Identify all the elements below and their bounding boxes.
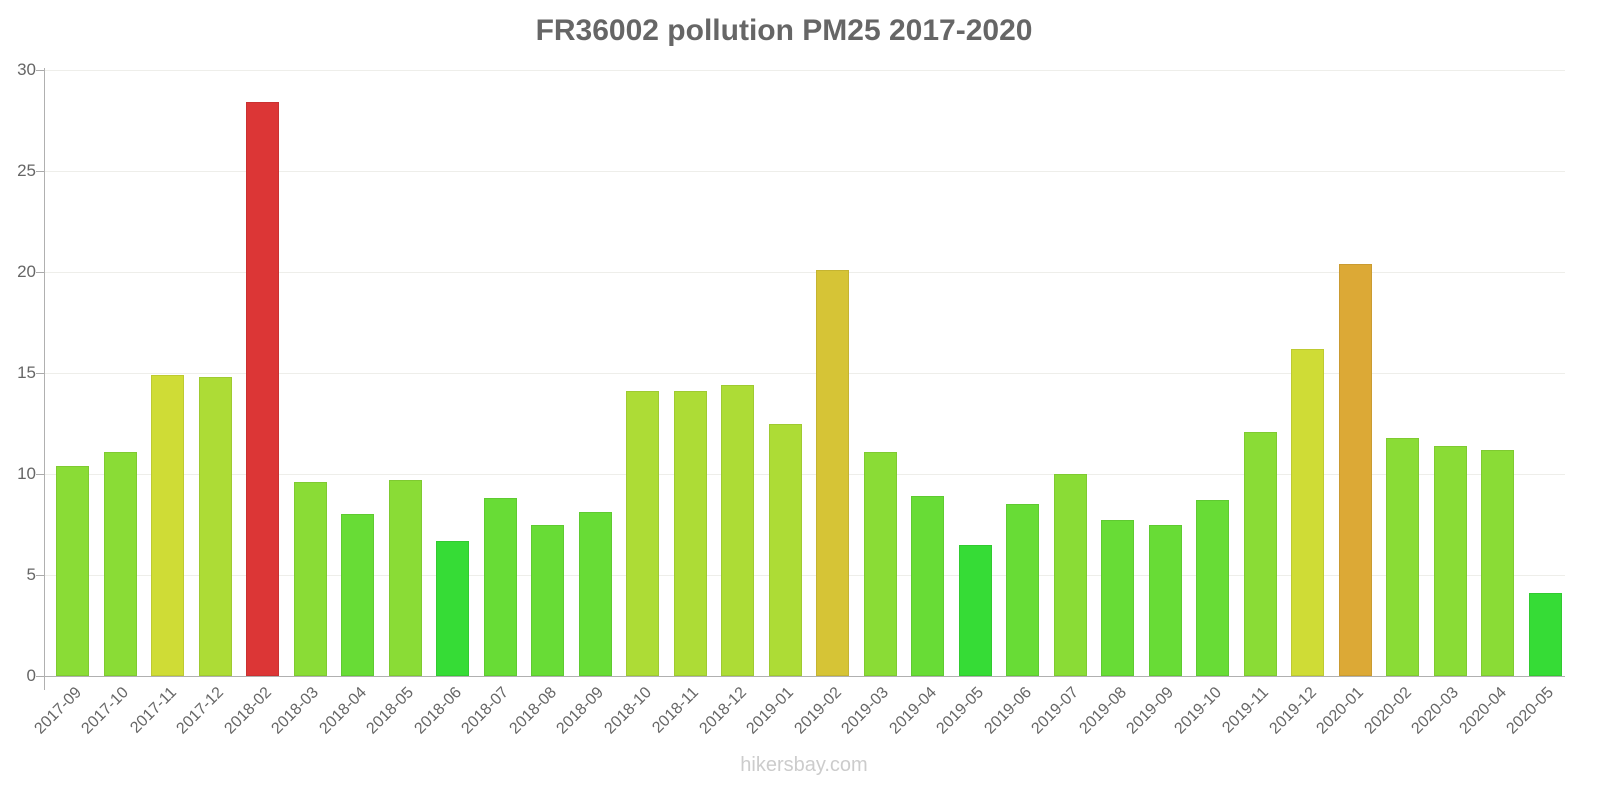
bar-2019-06[interactable] <box>1006 504 1040 676</box>
y-tick-mark <box>36 474 44 475</box>
bar-2019-07[interactable] <box>1053 474 1087 676</box>
bar-2018-11[interactable] <box>673 391 707 676</box>
y-tick-mark <box>36 272 44 273</box>
bar-2020-03[interactable] <box>1433 445 1467 676</box>
y-tick-label: 15 <box>17 363 36 382</box>
y-tick-mark <box>36 70 44 71</box>
bar-2019-03[interactable] <box>863 451 897 676</box>
x-axis-line <box>44 676 1565 677</box>
bar-2020-02[interactable] <box>1386 437 1420 676</box>
bar-2019-02[interactable] <box>816 269 850 676</box>
gridline <box>45 575 1565 576</box>
y-tick-mark <box>36 575 44 576</box>
bar-2017-12[interactable] <box>198 377 232 676</box>
bar-2018-12[interactable] <box>721 385 755 676</box>
bar-2018-06[interactable] <box>436 540 470 676</box>
y-tick-mark <box>36 676 44 677</box>
y-tick-label: 25 <box>17 161 36 180</box>
bar-2020-04[interactable] <box>1481 449 1515 676</box>
y-tick-mark <box>36 171 44 172</box>
bar-2018-10[interactable] <box>626 391 660 676</box>
bar-2019-12[interactable] <box>1291 348 1325 676</box>
bar-2017-11[interactable] <box>151 375 185 676</box>
gridline <box>45 474 1565 475</box>
bar-2020-05[interactable] <box>1528 593 1562 676</box>
plot-area <box>45 70 1565 676</box>
y-axis-line <box>44 68 45 690</box>
gridline <box>45 171 1565 172</box>
bar-2018-05[interactable] <box>388 480 422 676</box>
bar-2018-07[interactable] <box>483 498 517 676</box>
bar-2018-09[interactable] <box>578 512 612 676</box>
bar-2018-03[interactable] <box>293 482 327 676</box>
bar-2017-10[interactable] <box>103 451 137 676</box>
y-tick-label: 5 <box>26 565 36 584</box>
gridline <box>45 373 1565 374</box>
bar-2019-04[interactable] <box>911 496 945 676</box>
bar-2020-01[interactable] <box>1338 263 1372 676</box>
bar-2019-10[interactable] <box>1196 500 1230 676</box>
bar-2018-04[interactable] <box>341 514 375 676</box>
bar-2018-02[interactable] <box>246 102 280 676</box>
bar-2019-08[interactable] <box>1101 520 1135 676</box>
y-tick-label: 20 <box>17 262 36 281</box>
gridline <box>45 272 1565 273</box>
bar-2017-09[interactable] <box>56 465 90 676</box>
chart-title: FR36002 pollution PM25 2017-2020 <box>535 14 1033 47</box>
gridline <box>45 70 1565 71</box>
bar-2019-09[interactable] <box>1148 524 1182 676</box>
source-watermark: hikersbay.com <box>740 754 868 776</box>
y-tick-label: 10 <box>17 464 36 483</box>
bar-2019-01[interactable] <box>768 423 802 676</box>
y-tick-label: 30 <box>17 60 36 79</box>
bar-2019-05[interactable] <box>958 544 992 676</box>
y-tick-mark <box>36 373 44 374</box>
y-tick-label: 0 <box>26 666 36 685</box>
bar-2018-08[interactable] <box>531 524 565 676</box>
bar-2019-11[interactable] <box>1243 431 1277 676</box>
